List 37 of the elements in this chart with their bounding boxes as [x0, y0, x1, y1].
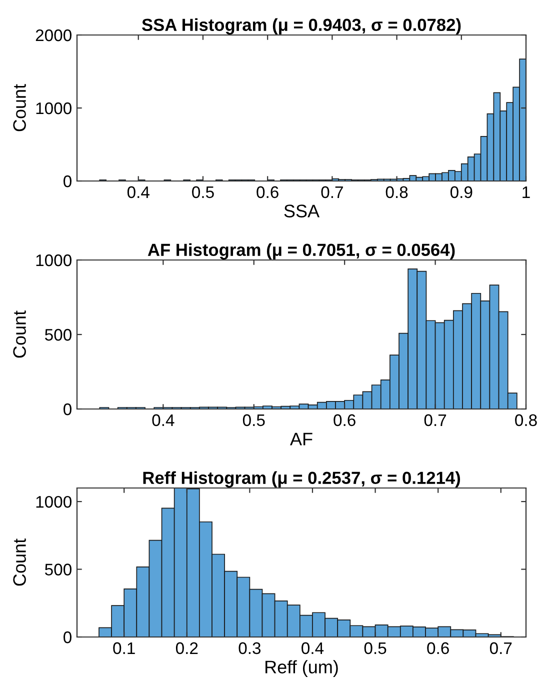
x-tick-label: 0.9 [450, 186, 472, 198]
y-tick-label: 1000 [36, 254, 72, 266]
x-tick-label: 0.6 [256, 186, 278, 198]
y-tick-label: 0 [64, 403, 72, 416]
x-tick-label: 0.6 [334, 414, 356, 426]
x-tick-label: 0.2 [176, 642, 198, 654]
y-axis-title: Count [13, 310, 26, 358]
chart-title: Reff Histogram (μ = 0.2537, σ = 0.1214) [143, 471, 460, 488]
y-axis-title: Count [13, 84, 26, 132]
y-tick-label: 1000 [36, 102, 72, 114]
x-tick-label: 0.7 [424, 414, 446, 426]
x-tick-label: 0.7 [490, 642, 512, 654]
x-axis-title: Reff (um) [266, 660, 338, 677]
x-tick-label: 1 [522, 186, 530, 198]
y-tick-label: 0 [64, 631, 72, 644]
y-tick-label: 0 [64, 175, 72, 188]
chart-title: SSA Histogram (μ = 0.9403, σ = 0.0782) [142, 18, 461, 35]
x-tick-label: 0.5 [242, 414, 265, 426]
x-tick-label: 0.5 [364, 642, 386, 654]
x-axis-title: SSA [284, 204, 320, 218]
x-tick-label: 0.4 [127, 186, 150, 198]
x-tick-label: 0.7 [321, 186, 343, 198]
y-tick-label: 2000 [36, 29, 72, 42]
y-tick-label: 500 [45, 564, 72, 576]
x-tick-label: 0.5 [192, 186, 214, 198]
x-axis-title: AF [290, 432, 312, 446]
x-tick-label: 0.1 [113, 642, 135, 654]
x-tick-label: 0.8 [386, 186, 408, 198]
chart-title: AF Histogram (μ = 0.7051, σ = 0.0564) [148, 243, 455, 260]
x-tick-label: 0.4 [152, 414, 174, 426]
y-tick-label: 500 [45, 328, 72, 341]
x-tick-label: 0.8 [515, 414, 537, 426]
y-tick-label: 1000 [36, 496, 72, 508]
x-tick-label: 0.4 [302, 642, 324, 654]
x-tick-label: 0.6 [427, 642, 449, 654]
y-axis-title: Count [13, 538, 26, 586]
x-tick-label: 0.3 [238, 642, 261, 654]
